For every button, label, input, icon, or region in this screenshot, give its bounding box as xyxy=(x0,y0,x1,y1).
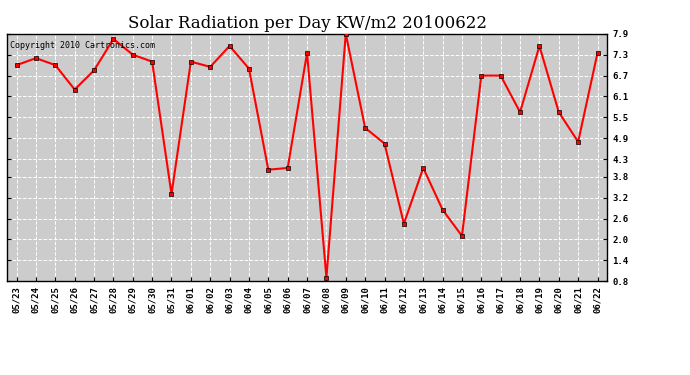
Text: Copyright 2010 Cartronics.com: Copyright 2010 Cartronics.com xyxy=(10,41,155,50)
Title: Solar Radiation per Day KW/m2 20100622: Solar Radiation per Day KW/m2 20100622 xyxy=(128,15,486,32)
